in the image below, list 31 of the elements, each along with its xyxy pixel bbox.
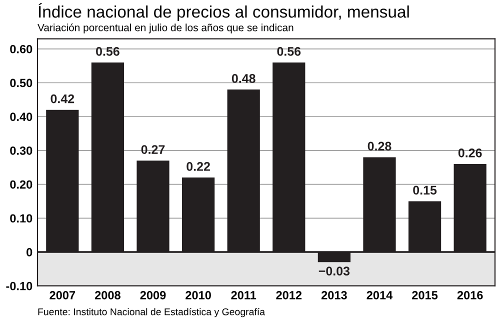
data-label: 0.27 [141, 145, 165, 154]
y-tick-label: 0.30 [10, 146, 32, 155]
y-tick-label: 0.20 [10, 180, 32, 189]
chart-title: Índice nacional de precios al consumidor, mensual [38, 3, 409, 21]
y-tick-label: 0.40 [10, 112, 32, 122]
source-note: Fuente: Instituto Nacional de Estadística y Geografía [38, 308, 266, 318]
x-tick-label: 2012 [276, 291, 302, 300]
data-label: 0.28 [368, 142, 392, 151]
data-label: 0.48 [232, 74, 256, 83]
x-tick-label: 2008 [94, 291, 120, 300]
data-label: 0.15 [413, 186, 437, 195]
x-tick-label: 2007 [50, 291, 76, 300]
data-label: −0.03 [318, 266, 350, 276]
y-tick-label: 0 [26, 248, 32, 256]
data-label: 0.42 [50, 94, 74, 104]
data-label: 0.22 [186, 162, 210, 171]
x-tick-label: 2013 [321, 291, 347, 300]
x-tick-label: 2015 [412, 291, 438, 300]
y-tick-label: 0.60 [10, 44, 32, 54]
x-tick-label: 2010 [186, 291, 211, 300]
y-tick-label: 0.10 [10, 214, 32, 223]
y-tick-label: -0.10 [6, 282, 32, 290]
x-tick-label: 2016 [457, 291, 483, 300]
data-label: 0.26 [458, 148, 482, 158]
data-label: 0.56 [277, 46, 301, 56]
x-tick-label: 2009 [140, 291, 166, 300]
x-tick-label: 2014 [366, 291, 393, 300]
data-label: 0.56 [96, 46, 120, 56]
chart-subtitle: Variación porcentual en julio de los años que se indican [38, 24, 294, 34]
y-tick-label: 0.50 [10, 78, 32, 88]
x-tick-label: 2011 [231, 291, 256, 300]
